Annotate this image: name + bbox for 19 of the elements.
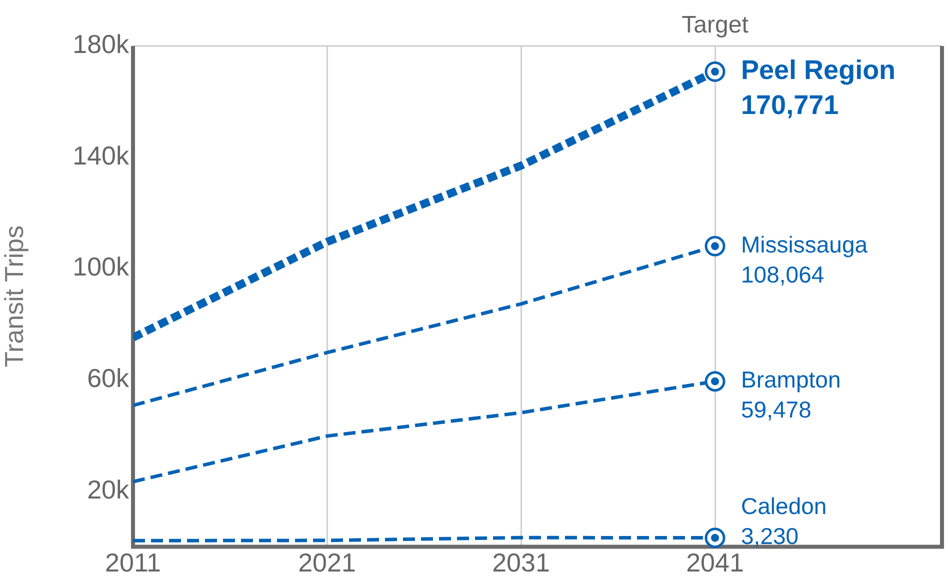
- x-tick-label: 2041: [686, 548, 744, 578]
- series-label: Peel Region: [741, 55, 896, 86]
- y-tick-label: 100k: [72, 252, 130, 282]
- y-tick-label: 20k: [87, 474, 130, 504]
- y-axis-title: Transit Trips: [0, 225, 29, 368]
- y-tick-label: 140k: [72, 140, 130, 170]
- x-tick-label: 2021: [298, 548, 356, 578]
- data-label: 3,230: [741, 523, 799, 550]
- text: Target: [682, 12, 749, 39]
- data-label: 170,771: [741, 90, 839, 120]
- series-label: Mississauga: [741, 231, 868, 258]
- series-label: Brampton: [741, 366, 841, 393]
- data-label: 108,064: [741, 261, 824, 288]
- x-tick-label: 2031: [492, 548, 550, 578]
- y-tick-label: 180k: [72, 29, 130, 60]
- x-tick-label: 2011: [105, 548, 161, 578]
- y-tick-label: 60k: [87, 363, 130, 394]
- series-label: Caledon: [741, 493, 827, 520]
- data-label: 59,478: [741, 396, 812, 423]
